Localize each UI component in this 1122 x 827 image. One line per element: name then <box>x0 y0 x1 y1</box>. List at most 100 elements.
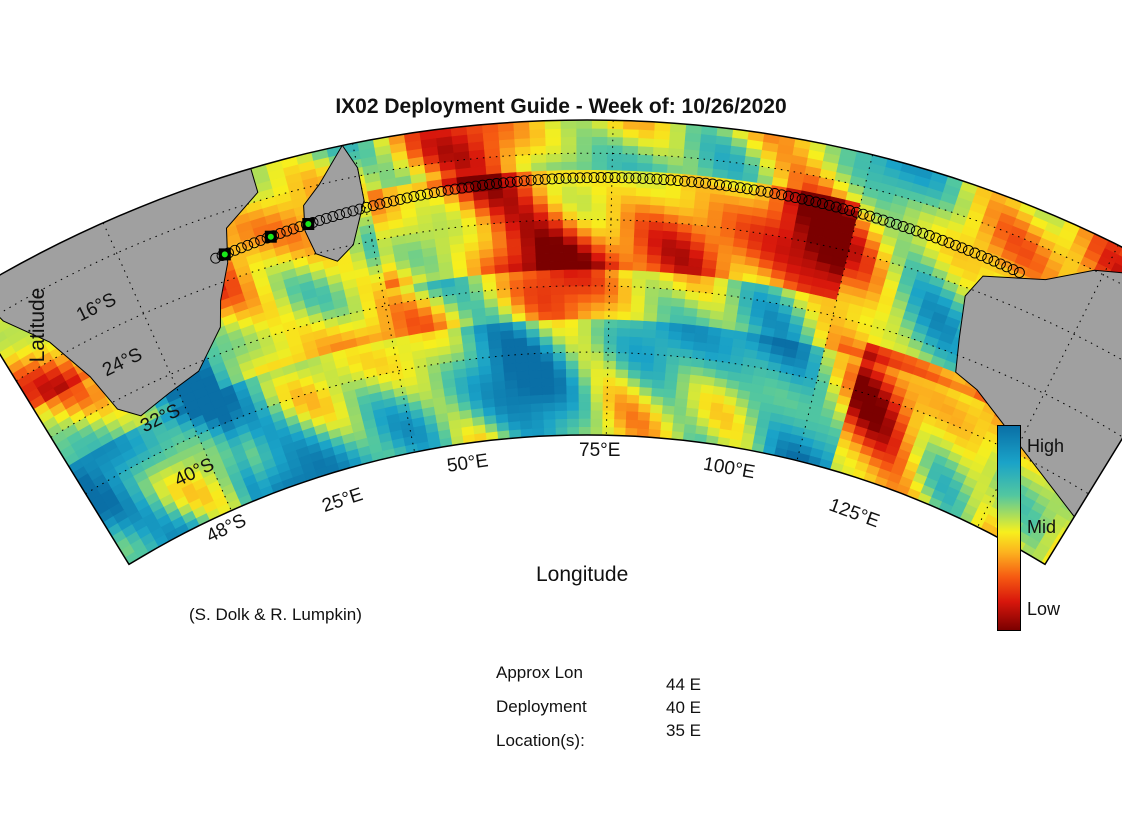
heatmap-cell <box>490 222 507 233</box>
heatmap-cell <box>543 410 556 420</box>
heatmap-cell <box>607 144 624 155</box>
heatmap-cell <box>614 385 629 395</box>
heatmap-cell <box>562 235 578 245</box>
heatmap-cell <box>678 206 695 217</box>
heatmap-cell <box>539 344 554 354</box>
heatmap-cell <box>630 311 645 321</box>
heatmap-cell <box>623 120 640 130</box>
heatmap-cell <box>530 153 547 164</box>
heatmap-cell <box>632 261 648 272</box>
heatmap-cell <box>482 406 497 417</box>
heatmap-cell <box>525 319 540 330</box>
heatmap-cell <box>547 202 564 213</box>
heatmap-cell <box>652 362 667 373</box>
heatmap-cell <box>530 394 544 404</box>
heatmap-cell <box>577 244 593 254</box>
heatmap-cell <box>619 244 635 255</box>
heatmap-cell <box>552 351 567 362</box>
heatmap-cell <box>576 152 593 162</box>
heatmap-cell <box>606 152 624 163</box>
heatmap-cell <box>602 376 617 387</box>
heatmap-cell <box>497 304 513 315</box>
heatmap-cell <box>537 286 552 296</box>
heatmap-cell <box>498 130 515 141</box>
heatmap-cell <box>480 264 496 275</box>
heatmap-cell <box>563 277 579 287</box>
heatmap-cell <box>621 161 638 172</box>
heatmap-cell <box>578 360 592 370</box>
heatmap-cell <box>505 229 522 240</box>
heatmap-cell <box>565 351 579 361</box>
heatmap-cell <box>478 364 493 376</box>
heatmap-cell <box>560 144 578 154</box>
heatmap-cell <box>561 186 578 196</box>
heatmap-cell <box>621 186 637 197</box>
heatmap-cell <box>517 195 534 206</box>
heatmap-cell <box>514 353 529 364</box>
heatmap-cell <box>539 327 554 338</box>
heatmap-cell <box>564 318 579 328</box>
heatmap-cell <box>509 279 525 290</box>
heatmap-cell <box>578 418 592 428</box>
heatmap-cell <box>619 236 635 246</box>
heatmap-cell <box>606 186 623 196</box>
heatmap-cell <box>510 295 526 306</box>
heatmap-cell <box>547 211 564 221</box>
heatmap-cell <box>530 161 548 172</box>
heatmap-cell <box>628 360 642 371</box>
heatmap-cell <box>484 422 498 433</box>
heatmap-cell <box>591 302 606 312</box>
heatmap-cell <box>564 310 579 320</box>
heatmap-cell <box>497 296 512 307</box>
heatmap-cell <box>509 287 525 298</box>
heatmap-cell <box>576 202 593 212</box>
heatmap-cell <box>641 353 655 364</box>
heatmap-cell <box>541 385 556 395</box>
heatmap-cell <box>655 321 671 332</box>
heatmap-cell <box>602 426 615 436</box>
heatmap-cell <box>622 153 639 163</box>
heatmap-cell <box>578 351 592 361</box>
heatmap-cell <box>514 137 531 148</box>
heatmap-cell <box>616 327 631 337</box>
heatmap-cell <box>591 235 607 245</box>
heatmap-cell <box>649 204 666 215</box>
heatmap-cell <box>543 418 557 429</box>
heatmap-cell <box>652 370 667 381</box>
heatmap-cell <box>617 302 632 312</box>
heatmap-cell <box>484 156 502 167</box>
heatmap-cell <box>605 235 621 246</box>
heatmap-cell <box>502 354 517 365</box>
heatmap-cell <box>618 277 633 288</box>
heatmap-cell <box>668 322 684 333</box>
heatmap-cell <box>604 302 619 312</box>
heatmap-cell <box>651 162 669 173</box>
heatmap-cell <box>508 270 524 281</box>
heatmap-cell <box>531 410 545 421</box>
heatmap-cell <box>630 302 646 313</box>
heatmap-cell <box>640 369 654 380</box>
heatmap-cell <box>617 285 633 296</box>
heatmap-cell <box>663 379 678 390</box>
heatmap-cell <box>549 260 565 271</box>
heatmap-cell <box>591 194 608 204</box>
heatmap-cell <box>655 329 670 340</box>
heatmap-cell <box>566 393 580 403</box>
heatmap-cell <box>616 319 632 329</box>
heatmap-cell <box>677 222 693 234</box>
heatmap-cell <box>550 285 565 296</box>
heatmap-cell <box>540 352 554 362</box>
heatmap-cell <box>590 384 604 395</box>
heatmap-cell <box>576 120 593 129</box>
heatmap-cell <box>613 426 627 437</box>
heatmap-cell <box>605 244 621 254</box>
deployment-label-line: Approx Lon <box>496 663 583 682</box>
heatmap-cell <box>651 387 665 398</box>
heatmap-cell <box>674 397 689 408</box>
heatmap-cell <box>550 277 565 287</box>
heatmap-cell <box>653 129 671 140</box>
heatmap-cell <box>553 360 567 370</box>
heatmap-cell <box>577 310 592 320</box>
heatmap-cell <box>629 327 644 338</box>
